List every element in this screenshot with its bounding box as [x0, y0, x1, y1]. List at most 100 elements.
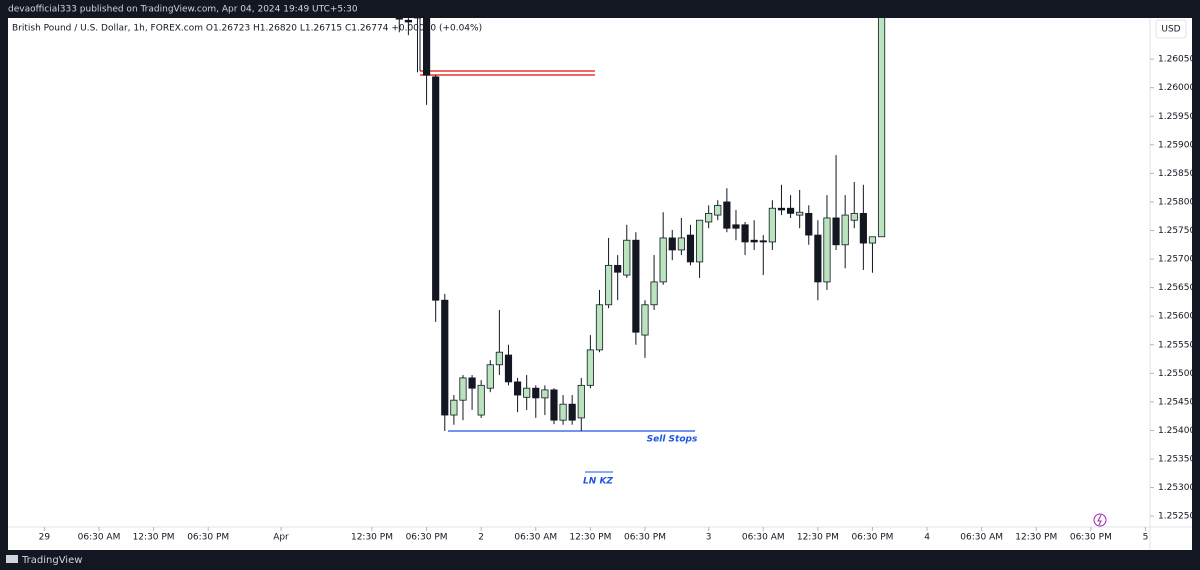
brand-logo: [6, 555, 18, 563]
candle-body: [759, 240, 767, 243]
candle-body: [632, 239, 640, 333]
y-tick-label: 1.26050: [1158, 55, 1195, 65]
candle-body: [495, 351, 503, 366]
chart-area: [8, 18, 1192, 550]
candle-body: [814, 234, 822, 283]
candle-body: [641, 304, 649, 336]
y-tick-label: 1.25800: [1158, 197, 1195, 207]
currency-label: USD: [1161, 25, 1180, 35]
x-tick-label: 4: [924, 533, 930, 543]
y-tick-label: 1.25350: [1158, 455, 1195, 465]
x-tick-label: 12:30 PM: [351, 533, 393, 543]
y-tick-label: 1.25950: [1158, 112, 1195, 122]
x-tick-label: 5: [1143, 533, 1149, 543]
currency-box: [1155, 19, 1187, 39]
candle-body: [513, 381, 522, 396]
candle-body: [523, 387, 531, 398]
x-tick-label: 06:30 AM: [742, 533, 785, 543]
x-tick-label: Apr: [273, 533, 289, 543]
candle-body: [450, 399, 458, 416]
candle-body: [695, 219, 704, 263]
candle-body: [441, 299, 449, 416]
candle-body: [768, 207, 776, 243]
x-tick-label: 3: [706, 533, 712, 543]
y-tick-label: 1.25900: [1158, 140, 1195, 150]
candle-body: [550, 389, 558, 421]
candle-body: [841, 214, 849, 246]
candle-body: [732, 224, 740, 229]
candle-body: [859, 212, 867, 244]
candle-body: [868, 236, 877, 244]
candle-body: [714, 204, 722, 216]
candle-body: [568, 403, 576, 421]
y-tick-label: 1.25750: [1158, 226, 1195, 236]
y-tick-label: 1.25250: [1158, 512, 1195, 522]
candle-body: [559, 403, 567, 421]
brand-name: TradingView: [21, 555, 82, 566]
y-tick-label: 1.25600: [1158, 312, 1195, 322]
candle-body: [586, 349, 594, 386]
x-tick-label: 06:30 PM: [406, 533, 448, 543]
chart-title: British Pound / U.S. Dollar, 1h, FOREX.c…: [12, 24, 482, 34]
candle-body: [404, 19, 412, 23]
x-tick-label: 06:30 PM: [187, 533, 229, 543]
candle-body: [577, 384, 585, 419]
candle-body: [504, 354, 513, 383]
candle-body: [850, 212, 858, 221]
x-tick-label: 06:30 AM: [78, 533, 121, 543]
candle-body: [823, 217, 831, 283]
candle-body: [723, 201, 731, 229]
candles: [395, 18, 886, 432]
candle-body: [432, 76, 440, 301]
candle-body: [796, 211, 804, 216]
alert-bolt: [1097, 514, 1102, 526]
candle-body: [486, 364, 494, 389]
candle-body: [805, 212, 813, 236]
candle-body: [650, 281, 658, 306]
candle-body: [777, 207, 786, 211]
x-tick-label: 29: [39, 533, 51, 543]
candle-body: [877, 18, 886, 238]
kill-zone-label: LN KZ: [583, 477, 613, 487]
alert-icon[interactable]: [1093, 513, 1107, 527]
y-tick-label: 1.26000: [1158, 83, 1195, 93]
candle-body: [541, 389, 549, 399]
x-tick-label: 06:30 PM: [851, 533, 893, 543]
y-tick-label: 1.25550: [1158, 340, 1195, 350]
candle-body: [614, 264, 622, 273]
candle-body: [623, 239, 631, 276]
x-tick-label: 06:30 AM: [960, 533, 1003, 543]
candle-body: [468, 377, 476, 389]
liquidity-zone: [419, 18, 595, 76]
candle-body: [595, 304, 604, 351]
candle-body: [532, 387, 540, 399]
candle-body: [832, 217, 840, 246]
x-tick-label: 06:30 AM: [514, 533, 557, 543]
candle-body: [705, 212, 713, 223]
candle-body: [604, 264, 613, 306]
candle-body: [750, 239, 758, 243]
candle-body: [659, 237, 667, 283]
candle-body: [422, 18, 431, 76]
x-tick-label: 12:30 PM: [1015, 533, 1057, 543]
candle-body: [686, 234, 695, 263]
y-tick-label: 1.25700: [1158, 255, 1195, 265]
candle-body: [459, 377, 467, 401]
x-tick-label: 12:30 PM: [569, 533, 611, 543]
candle-body: [395, 18, 403, 20]
candle-body: [786, 207, 795, 214]
x-tick-label: 06:30 PM: [624, 533, 666, 543]
x-tick-label: 2: [478, 533, 484, 543]
y-tick-label: 1.25300: [1158, 483, 1195, 493]
y-tick-label: 1.25450: [1158, 397, 1195, 407]
y-tick-label: 1.25500: [1158, 369, 1195, 379]
x-tick-label: 06:30 PM: [1070, 533, 1112, 543]
y-tick-label: 1.25650: [1158, 283, 1195, 293]
candle-body: [477, 384, 485, 416]
y-tick-label: 1.25400: [1158, 426, 1195, 436]
candle-body: [741, 224, 749, 243]
publisher-line: devaofficial333 published on TradingView…: [8, 5, 358, 15]
y-tick-label: 1.25850: [1158, 169, 1195, 179]
candle-body: [677, 237, 685, 251]
